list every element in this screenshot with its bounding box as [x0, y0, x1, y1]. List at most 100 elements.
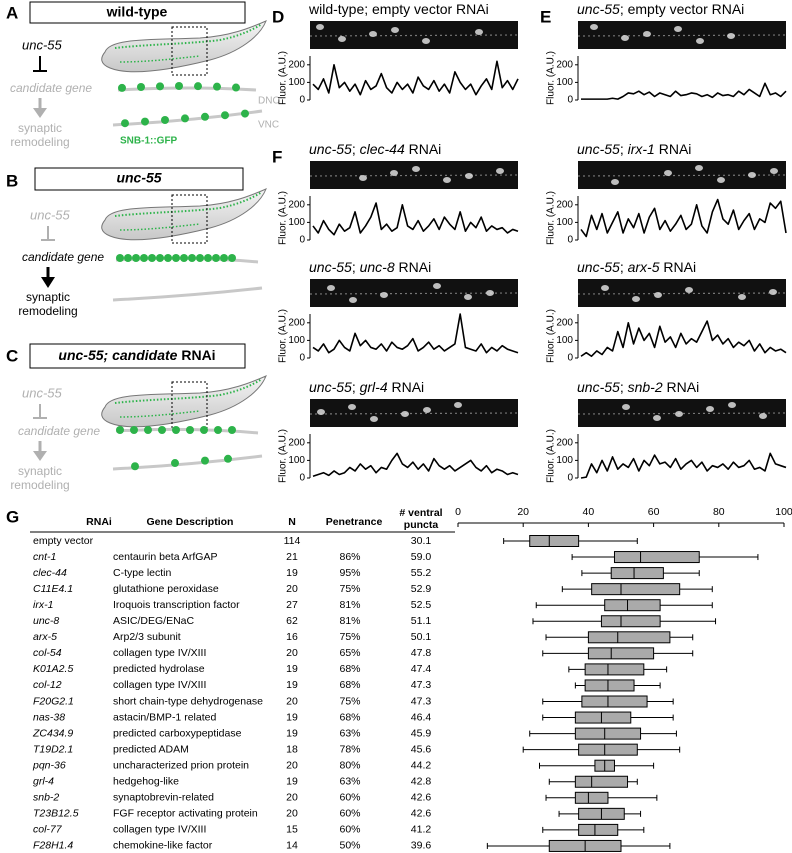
description: chemokine-like factor [113, 840, 213, 852]
micrograph-spot [348, 404, 356, 410]
punctum [130, 426, 138, 434]
n: 27 [286, 599, 298, 611]
n: 19 [286, 727, 298, 739]
rnai: T19D2.1 [33, 743, 73, 755]
rnai: irx-1 [33, 599, 53, 611]
punctum [200, 426, 208, 434]
box [584, 663, 645, 676]
description: synaptobrevin-related [113, 792, 214, 804]
y-tick-label: 200 [288, 317, 305, 328]
puncta: 47.3 [411, 695, 432, 707]
worm [100, 20, 267, 76]
marker-label: SNB-1::GFP [120, 136, 178, 147]
micrograph-spot [327, 285, 335, 291]
trace [312, 313, 519, 354]
y-axis-label: Fluor. (A.U.) [546, 51, 557, 105]
gene-label: unc-55 [22, 37, 63, 52]
box [604, 599, 661, 612]
penetrance: 63% [339, 776, 360, 788]
punctum [116, 254, 124, 262]
box [587, 647, 655, 660]
title-box [34, 167, 244, 191]
puncta: 30.1 [411, 535, 432, 547]
panel-letter: E [540, 7, 551, 26]
arrow [33, 108, 47, 118]
micrograph-spot [465, 173, 473, 179]
candidate-label: candidate gene [10, 81, 92, 95]
x-tick-label: 20 [517, 506, 529, 518]
title-box [29, 343, 246, 369]
y-tick-label: 100 [288, 335, 305, 346]
penetrance: 75% [339, 583, 360, 595]
column-header: # ventral [399, 507, 442, 519]
punctum [201, 456, 209, 465]
rnai: col-77 [33, 824, 63, 836]
panel-a: A wild-type unc-55 candidate gene synapt… [6, 1, 280, 149]
n: 19 [286, 567, 298, 579]
punctum [137, 82, 145, 91]
x-tick-label: 40 [583, 506, 595, 518]
y-axis-label: Fluor. (A.U.) [546, 309, 557, 363]
puncta: 42.6 [411, 792, 432, 804]
micrograph-spot [412, 166, 420, 172]
outcome-label: synaptic [18, 121, 62, 135]
punctum [204, 254, 212, 262]
puncta: 52.9 [411, 583, 432, 595]
punctum [156, 254, 164, 262]
y-tick-label: 0 [567, 95, 573, 106]
box [610, 567, 664, 580]
micrograph-spot [621, 35, 629, 41]
box [529, 535, 580, 547]
box [587, 631, 671, 644]
title-part: ; [620, 141, 628, 157]
punctum [224, 454, 232, 463]
title-part: wild-type; empty vector RNAi [308, 1, 489, 17]
penetrance: 81% [339, 615, 360, 627]
punctum [172, 254, 180, 262]
puncta: 59.0 [411, 551, 432, 563]
punctum [214, 426, 222, 434]
trace [580, 452, 787, 479]
y-tick-label: 100 [288, 455, 305, 466]
micrograph-spot [643, 31, 651, 37]
description: predicted carboxypeptidase [113, 727, 242, 739]
title-part: irx-1 [628, 141, 655, 157]
micrograph-spot [695, 165, 703, 171]
puncta: 45.6 [411, 743, 432, 755]
penetrance: 60% [339, 808, 360, 820]
micrograph-spot [611, 179, 619, 185]
micrograph-spot [717, 177, 725, 183]
description: Arp2/3 subunit [113, 631, 181, 643]
candidate-label: candidate gene [18, 424, 100, 438]
trace-title: unc-55; clec-44 RNAi [309, 141, 441, 157]
punctum [221, 111, 229, 120]
rnai: T23B12.5 [33, 808, 79, 820]
box [574, 711, 632, 724]
micrograph [310, 161, 518, 189]
penetrance: 86% [339, 551, 360, 563]
micrograph-spot [454, 402, 462, 408]
column-header: RNAi [86, 516, 112, 528]
penetrance: 50% [339, 840, 360, 852]
micrograph-spot [685, 287, 693, 293]
description: Iroquois transcription factor [113, 599, 240, 611]
y-tick-label: 100 [556, 335, 573, 346]
penetrance: 68% [339, 663, 360, 675]
puncta: 42.6 [411, 808, 432, 820]
punctum [186, 426, 194, 434]
puncta: 42.8 [411, 776, 432, 788]
title-part: grl-4 [360, 379, 388, 395]
n: 16 [286, 631, 298, 643]
y-tick-label: 0 [567, 353, 573, 364]
x-tick-label: 0 [455, 506, 461, 518]
title-part: unc-55 [577, 141, 620, 157]
description: collagen type IV/XIII [113, 679, 206, 691]
n: 19 [286, 711, 298, 723]
description: predicted hydrolase [113, 663, 205, 675]
micrograph-spot [349, 297, 357, 303]
box [613, 551, 700, 564]
n: 20 [286, 647, 298, 659]
y-axis-label: Fluor. (A.U.) [278, 309, 289, 363]
y-tick-label: 0 [299, 473, 305, 484]
y-tick-label: 100 [288, 217, 305, 228]
